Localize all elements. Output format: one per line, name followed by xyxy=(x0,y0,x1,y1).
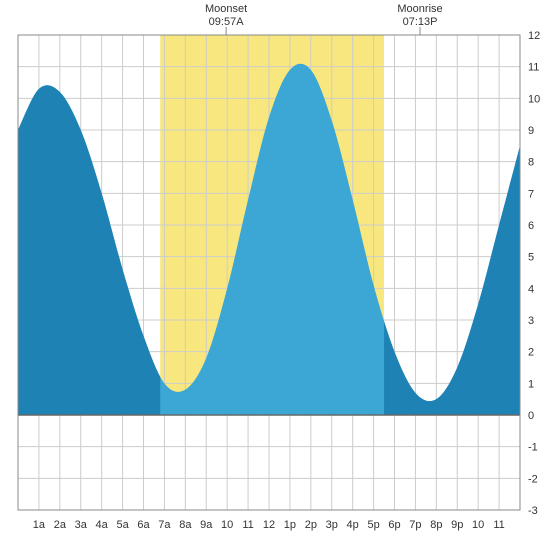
x-tick-label: 12 xyxy=(263,519,275,531)
x-tick-label: 8p xyxy=(430,519,442,531)
y-tick-label: -1 xyxy=(528,442,538,454)
y-tick-label: 7 xyxy=(528,188,534,200)
x-tick-label: 11 xyxy=(242,519,253,531)
y-tick-label: 9 xyxy=(528,125,534,137)
y-tick-label: 5 xyxy=(528,252,534,264)
y-tick-label: 12 xyxy=(528,30,540,42)
y-tick-label: 8 xyxy=(528,157,534,169)
y-tick-label: 3 xyxy=(528,315,534,327)
x-tick-label: 6p xyxy=(388,519,400,531)
y-tick-label: -3 xyxy=(528,505,538,517)
y-tick-label: 4 xyxy=(528,283,534,295)
event-name: Moonrise xyxy=(397,3,442,15)
y-tick-label: 2 xyxy=(528,347,534,359)
x-tick-label: 10 xyxy=(472,519,484,531)
x-tick-label: 2a xyxy=(54,519,67,531)
y-tick-label: -2 xyxy=(528,473,538,485)
x-tick-label: 7a xyxy=(158,519,171,531)
event-time: 07:13P xyxy=(403,16,438,28)
x-tick-label: 4a xyxy=(96,519,109,531)
x-tick-label: 9p xyxy=(451,519,463,531)
tide-chart: -3-2-101234567891011121a2a3a4a5a6a7a8a9a… xyxy=(0,0,550,550)
x-tick-label: 5p xyxy=(367,519,379,531)
x-tick-label: 2p xyxy=(305,519,317,531)
x-tick-label: 3p xyxy=(326,519,338,531)
event-name: Moonset xyxy=(205,3,247,15)
chart-svg: -3-2-101234567891011121a2a3a4a5a6a7a8a9a… xyxy=(0,0,550,550)
x-tick-label: 1a xyxy=(33,519,46,531)
x-tick-label: 6a xyxy=(137,519,150,531)
x-tick-label: 9a xyxy=(200,519,213,531)
y-tick-label: 0 xyxy=(528,410,534,422)
x-tick-label: 11 xyxy=(493,519,504,531)
y-tick-label: 11 xyxy=(528,62,539,74)
x-tick-label: 5a xyxy=(116,519,129,531)
event-time: 09:57A xyxy=(209,16,245,28)
y-tick-label: 10 xyxy=(528,93,540,105)
y-tick-label: 1 xyxy=(528,378,534,390)
x-tick-label: 7p xyxy=(409,519,421,531)
x-tick-label: 1p xyxy=(284,519,296,531)
y-tick-label: 6 xyxy=(528,220,534,232)
x-tick-label: 8a xyxy=(179,519,192,531)
x-tick-label: 4p xyxy=(347,519,359,531)
x-tick-label: 3a xyxy=(75,519,88,531)
x-tick-label: 10 xyxy=(221,519,233,531)
